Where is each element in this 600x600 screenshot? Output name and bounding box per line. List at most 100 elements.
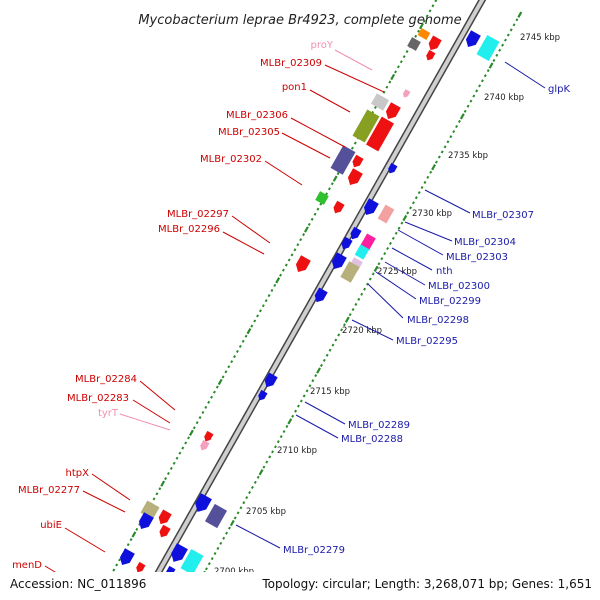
tick-minor [396,65,400,69]
tick-minor [207,400,211,404]
tick-major [373,265,379,273]
gene-label: MLBr_02295 [396,336,458,347]
tick-major [517,11,523,18]
tick-minor [363,287,367,291]
tick-minor [126,543,130,547]
tick-minor [483,74,487,78]
tick-minor [316,207,320,211]
tick-minor [253,480,257,484]
tick-minor [455,124,459,129]
tick-minor [466,104,470,108]
tick-minor [172,461,176,465]
tick-minor [256,314,260,318]
gene-arrow [295,255,311,272]
tick-minor [377,262,381,266]
gene-label: MLBr_02284 [75,374,137,385]
gene-feature [370,93,390,111]
tick-minor [414,196,418,200]
gene-feature [417,28,431,40]
gene-feature [476,34,500,62]
tick-minor [373,105,377,110]
tick-minor [233,516,237,520]
tick-minor [512,23,516,27]
tick-minor [397,226,401,230]
gene-label: MLBr_02277 [18,485,80,496]
footer-background [0,572,600,600]
tick-minor [195,421,199,425]
kbp-label: 2745 kbp [520,33,560,43]
tick-minor [331,343,335,347]
tick-major [431,164,437,171]
gene-arrow [385,102,401,119]
tick-minor [201,410,205,415]
tick-minor [287,258,291,262]
tick-minor [270,288,274,293]
tick-minor [273,445,277,449]
tick-minor [248,490,252,495]
tick-major [246,327,252,335]
gene-arrow [159,524,171,538]
tick-minor [334,338,338,342]
tick-minor [357,297,361,301]
tick-minor [325,353,329,357]
tick-minor [431,4,435,8]
tick-minor [330,182,334,186]
tick-major [390,73,396,81]
tick-minor [388,80,392,84]
tick-minor [475,89,479,93]
kbp-label: 2705 kbp [246,507,286,517]
tick-minor [394,70,398,74]
tick-minor [495,53,499,57]
gene-feature [352,109,380,143]
tick-minor [452,130,456,134]
tick-major [131,531,137,538]
tick-minor [350,146,354,150]
gene-feature [330,145,356,175]
tick-minor [385,85,389,89]
gene-arrow [352,154,364,168]
gene-arrow [428,35,442,51]
tick-major [332,175,338,182]
tick-minor [386,246,390,251]
gene-feature [360,233,376,251]
tick-minor [327,187,331,191]
gene-arrow [204,430,214,442]
tick-minor [215,385,219,389]
gene-feature [180,548,204,576]
gene-arrow [119,548,135,565]
tick-minor [235,349,239,354]
tick-minor [351,307,355,312]
tick-major [188,429,194,436]
gene-arrow [341,236,353,250]
tick-minor [478,84,482,88]
tick-minor [210,557,214,561]
tick-minor [501,43,505,47]
tick-minor [241,339,245,343]
tick-minor [198,416,202,420]
tick-minor [129,538,133,542]
tick-minor [463,109,467,113]
tick-minor [207,562,211,566]
tick-minor [308,384,312,388]
tick-minor [409,206,413,210]
tick-minor [204,567,208,571]
tick-minor [457,119,461,123]
tick-minor [169,466,173,470]
tick-minor [411,201,415,205]
tick-minor [423,180,427,184]
tick-major [229,519,235,527]
gene-label: MLBr_02299 [419,296,481,307]
tick-minor [437,155,441,159]
tick-minor [216,546,220,550]
gene-arrow [347,168,363,185]
tick-minor [342,323,346,327]
gene-feature [315,191,329,205]
tick-major [275,277,281,284]
tick-minor [371,272,375,276]
tick-minor [181,446,185,450]
tick-minor [319,202,323,206]
tick-minor [268,455,272,459]
gene-arrow [426,49,436,61]
gene-label: MLBr_02300 [428,281,490,292]
tick-minor [261,304,265,308]
